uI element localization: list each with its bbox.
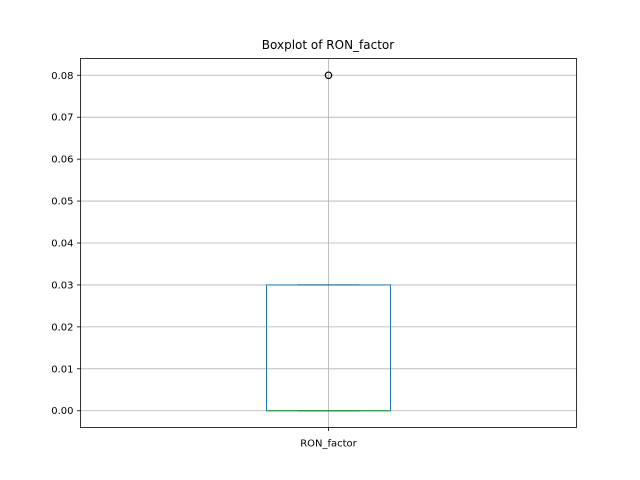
y-tick-label: 0.05 [51, 197, 73, 208]
y-tick-label: 0.01 [51, 364, 73, 375]
y-axis: 0.00 0.01 0.02 0.03 0.04 0.05 0.06 0.07 0.08 [51, 71, 81, 417]
y-tick-label: 0.04 [51, 239, 73, 250]
y-tick-label: 0.00 [51, 406, 73, 417]
x-axis: RON_factor [300, 427, 358, 450]
y-tick-label: 0.07 [51, 113, 73, 124]
grid-layer [80, 58, 577, 428]
y-tick-label: 0.03 [51, 280, 73, 291]
box-layer [266, 71, 391, 412]
outlier-point [324, 71, 333, 80]
y-tick-label: 0.02 [51, 322, 73, 333]
x-tick-label: RON_factor [300, 439, 357, 450]
chart-title: Boxplot of RON_factor [262, 38, 394, 52]
y-tick-label: 0.08 [51, 71, 73, 82]
y-tick-label: 0.06 [51, 155, 73, 166]
